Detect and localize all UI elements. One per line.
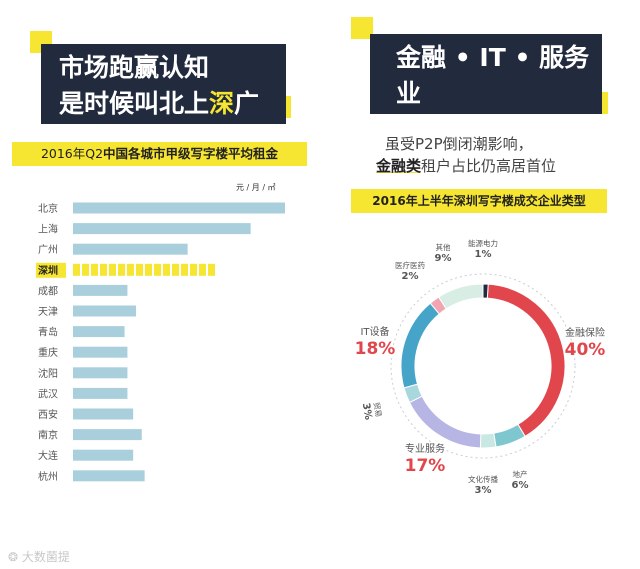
bar-label-8: 沈阳	[38, 367, 58, 380]
bar-13	[73, 470, 145, 482]
donut-slice-1	[493, 423, 526, 448]
bar-2	[73, 243, 188, 255]
svg-text:医疗医药: 医疗医药	[395, 260, 425, 270]
bar-5	[73, 305, 137, 317]
donut-label-1: 地产6%	[512, 469, 529, 491]
right-header-line1: 金融 • IT • 服务业	[396, 43, 590, 108]
donut-slice-0	[486, 283, 566, 438]
donut-slice-7	[437, 283, 484, 310]
svg-text:17%: 17%	[405, 456, 446, 476]
bar-chart-unit: 元 / 月 / ㎡	[236, 183, 276, 192]
bar-8	[73, 367, 128, 379]
bar-label-1: 上海	[38, 223, 58, 236]
donut-slice-8	[482, 283, 489, 299]
bar-label-11: 南京	[38, 429, 58, 442]
bar-label-5: 天津	[38, 306, 58, 318]
note-line1: 虽受P2P倒闭潮影响，	[385, 135, 533, 153]
svg-text:6%: 6%	[512, 480, 529, 491]
bar-11	[73, 429, 142, 441]
note-line2: 金融类租户占比仍高居首位	[376, 157, 557, 175]
left-accent-bar	[283, 96, 291, 118]
bar-label-4: 成都	[38, 285, 58, 297]
svg-text:贸易: 贸易	[372, 401, 384, 418]
svg-text:40%: 40%	[565, 340, 606, 360]
bar-0	[73, 202, 285, 214]
right-header: 金融 • IT • 服务业 写字楼间老三样	[370, 34, 602, 144]
bar-label-2: 广州	[38, 244, 58, 256]
bar-chart-title: 2016年Q2中国各城市甲级写字楼平均租金	[12, 142, 307, 166]
svg-text:IT设备: IT设备	[360, 325, 389, 338]
svg-text:其他: 其他	[436, 242, 451, 252]
bar-label-13: 杭州	[38, 470, 58, 483]
svg-text:能源电力: 能源电力	[468, 238, 498, 248]
bar-label-6: 青岛	[38, 326, 58, 339]
svg-text:专业服务: 专业服务	[405, 442, 445, 455]
bar-label-9: 武汉	[38, 387, 58, 400]
bar-label-highlight	[36, 262, 66, 278]
donut-outer-ring	[390, 273, 576, 459]
donut-slice-5	[400, 302, 440, 389]
svg-text:文化传播: 文化传播	[468, 474, 498, 484]
svg-text:3%: 3%	[475, 485, 492, 496]
donut-slice-3	[408, 395, 482, 449]
left-header-line1: 市场跑赢认知	[59, 53, 210, 82]
bar-label-10: 西安	[38, 408, 58, 421]
left-header: 市场跑赢认知 是时候叫北上深广了	[41, 44, 286, 154]
svg-text:3%: 3%	[360, 402, 374, 421]
right-header-line2: 写字楼间老三样	[396, 115, 572, 144]
left-header-line2: 是时候叫北上深广了	[59, 89, 260, 154]
donut-slice-2	[479, 432, 497, 449]
right-accent-square	[351, 17, 373, 39]
svg-text:1%: 1%	[475, 249, 492, 260]
bar-label-12: 大连	[38, 449, 58, 462]
bar-1	[73, 223, 251, 235]
donut-label-7: 其他9%	[435, 242, 452, 264]
bar-6	[73, 326, 125, 338]
donut-chart: 金融保险40%地产6%文化传播3%专业服务17%贸易3%IT设备18%医疗医药2…	[355, 238, 606, 496]
donut-label-4: 贸易3%	[360, 401, 384, 421]
svg-text:9%: 9%	[435, 253, 452, 264]
svg-text:2%: 2%	[402, 271, 419, 282]
bar-10	[73, 408, 134, 420]
bar-4	[73, 284, 128, 296]
svg-text:金融保险: 金融保险	[565, 326, 605, 339]
bar-label-0: 北京	[38, 202, 58, 215]
bar-label-7: 重庆	[38, 346, 58, 359]
watermark: ❂ 大数菌提	[8, 550, 70, 564]
bar-12	[73, 449, 134, 461]
svg-text:18%: 18%	[355, 339, 396, 359]
watermark-logo-icon: ❂	[8, 550, 22, 564]
right-accent-bar	[600, 92, 608, 114]
bar-3	[73, 263, 215, 276]
donut-chart-title: 2016年上半年深圳写字楼成交企业类型	[351, 189, 607, 213]
bar-9	[73, 387, 128, 399]
bar-label-3: 深圳	[38, 264, 58, 277]
svg-text:地产: 地产	[513, 469, 528, 479]
bar-7	[73, 346, 128, 358]
